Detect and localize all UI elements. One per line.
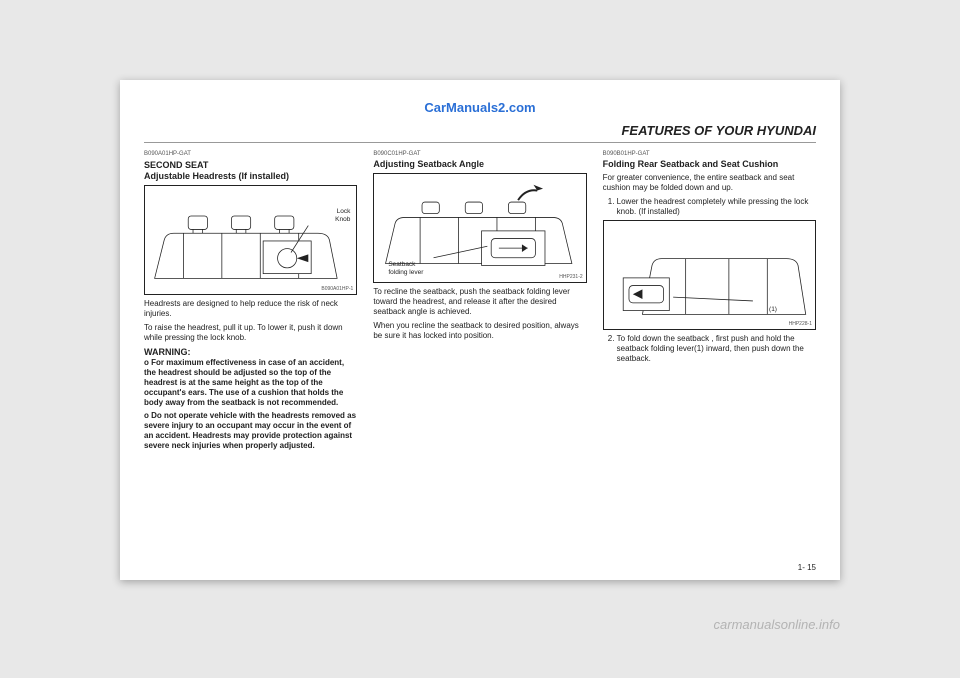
heading-adjustable-headrests: Adjustable Headrests (If installed) bbox=[144, 171, 357, 182]
section-code: B090B01HP-GAT bbox=[603, 151, 816, 159]
footer-watermark: carmanualsonline.info bbox=[714, 617, 840, 632]
figure-seatback-angle: Seatback folding lever HHP231-2 bbox=[373, 173, 586, 283]
figure-headrest: Lock Knob B090A01HP-1 bbox=[144, 185, 357, 295]
heading-adjusting-seatback: Adjusting Seatback Angle bbox=[373, 159, 586, 170]
folding-illustration bbox=[604, 221, 815, 329]
manual-page: CarManuals2.com FEATURES OF YOUR HYUNDAI… bbox=[120, 80, 840, 580]
column-2: B090C01HP-GAT Adjusting Seatback Angle bbox=[373, 151, 586, 454]
headrest-illustration bbox=[145, 186, 356, 294]
column-3: B090B01HP-GAT Folding Rear Seatback and … bbox=[603, 151, 816, 454]
step-item: To fold down the seatback , first push a… bbox=[617, 334, 816, 364]
steps-list: Lower the headrest completely while pres… bbox=[603, 197, 816, 217]
column-1: B090A01HP-GAT SECOND SEAT Adjustable Hea… bbox=[144, 151, 357, 454]
heading-second-seat: SECOND SEAT bbox=[144, 160, 357, 171]
section-code: B090A01HP-GAT bbox=[144, 151, 357, 159]
figure-code: HHP228-1 bbox=[789, 321, 812, 327]
figure-label-folding-lever: folding lever bbox=[388, 269, 423, 276]
figure-label-knob: Knob bbox=[335, 216, 350, 223]
heading-folding-rear-seatback: Folding Rear Seatback and Seat Cushion bbox=[603, 159, 816, 170]
brand-watermark: CarManuals2.com bbox=[144, 100, 816, 115]
warning-item: Do not operate vehicle with the headrest… bbox=[144, 411, 357, 451]
paragraph: For greater convenience, the entire seat… bbox=[603, 173, 816, 193]
page-title: FEATURES OF YOUR HYUNDAI bbox=[144, 123, 816, 143]
columns-container: B090A01HP-GAT SECOND SEAT Adjustable Hea… bbox=[144, 151, 816, 454]
figure-code: B090A01HP-1 bbox=[321, 286, 353, 292]
paragraph: To recline the seatback, push the seatba… bbox=[373, 287, 586, 317]
steps-list: To fold down the seatback , first push a… bbox=[603, 334, 816, 364]
figure-code: HHP231-2 bbox=[559, 274, 582, 280]
paragraph: Headrests are designed to help reduce th… bbox=[144, 299, 357, 319]
paragraph: When you recline the seatback to desired… bbox=[373, 321, 586, 341]
warning-list: For maximum effectiveness in case of an … bbox=[144, 358, 357, 451]
warning-item: For maximum effectiveness in case of an … bbox=[144, 358, 357, 408]
warning-heading: WARNING: bbox=[144, 347, 357, 358]
section-code: B090C01HP-GAT bbox=[373, 151, 586, 159]
figure-label-lock: Lock bbox=[337, 208, 351, 215]
figure-folding-seatback: (1) HHP228-1 bbox=[603, 220, 816, 330]
step-item: Lower the headrest completely while pres… bbox=[617, 197, 816, 217]
page-number: 1- 15 bbox=[798, 563, 816, 572]
paragraph: To raise the headrest, pull it up. To lo… bbox=[144, 323, 357, 343]
figure-callout-1: (1) bbox=[769, 306, 777, 313]
figure-label-seatback: Seatback bbox=[388, 261, 415, 268]
